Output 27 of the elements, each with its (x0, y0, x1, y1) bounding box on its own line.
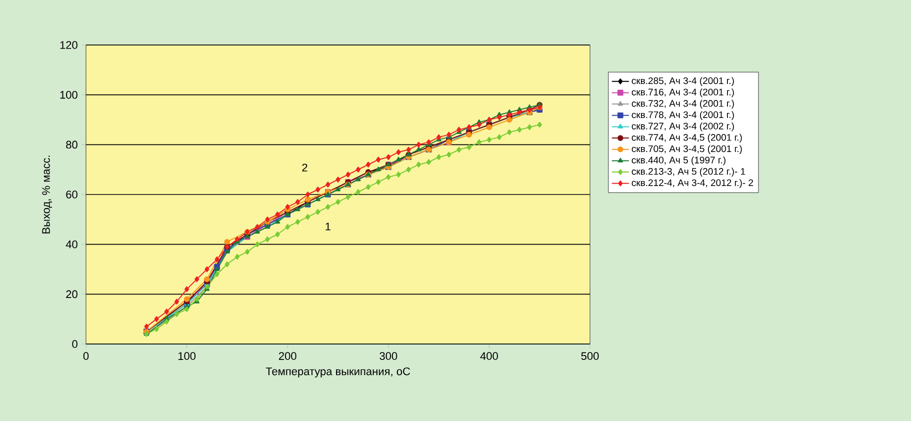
legend-label: скв.440, Ач 5 (1997 г.) (632, 156, 726, 166)
y-tick-label: 100 (60, 90, 78, 99)
y-tick-label: 40 (66, 240, 78, 248)
y-tick-label: 80 (66, 140, 78, 149)
legend-label: скв.212-4, Ач 3-4, 2012 г.)- 2 (632, 179, 754, 188)
y-tick-label: 0 (72, 340, 78, 348)
x-tick-label: 200 (278, 352, 296, 360)
x-tick-label: 100 (178, 352, 196, 360)
legend-label: скв.213-3, Ач 5 (2012 г.)- 1 (632, 168, 746, 177)
y-tick-label: 20 (66, 290, 78, 298)
legend-label: скв.705, Ач 3-4,5 (2001 г.) (632, 145, 742, 154)
y-tick-label: 120 (60, 41, 78, 49)
y-axis-title: Выход, % масс. (42, 156, 52, 234)
legend-label: скв.774, Ач 3-4,5 (2001 г.) (632, 134, 742, 143)
legend-label: скв.727, Ач 3-4 (2002 г.) (632, 122, 734, 132)
legend-label: скв.778, Ач 3-4 (2001 г.) (632, 111, 734, 120)
x-tick-label: 0 (83, 352, 89, 360)
annotation: 1 (326, 222, 330, 230)
x-tick-label: 300 (380, 352, 398, 360)
x-tick-label: 500 (581, 352, 599, 360)
legend-label: скв.285, Ач 3-4 (2001 г.) (632, 77, 734, 86)
y-tick-label: 60 (66, 190, 78, 198)
legend-label: скв.716, Ач 3-4 (2001 г.) (632, 88, 734, 98)
x-axis-title: Температура выкипания, оС (266, 367, 410, 378)
annotation: 2 (302, 164, 308, 172)
legend-label: скв.732, Ач 3-4 (2001 г.) (632, 100, 734, 109)
x-tick-label: 400 (480, 352, 498, 360)
